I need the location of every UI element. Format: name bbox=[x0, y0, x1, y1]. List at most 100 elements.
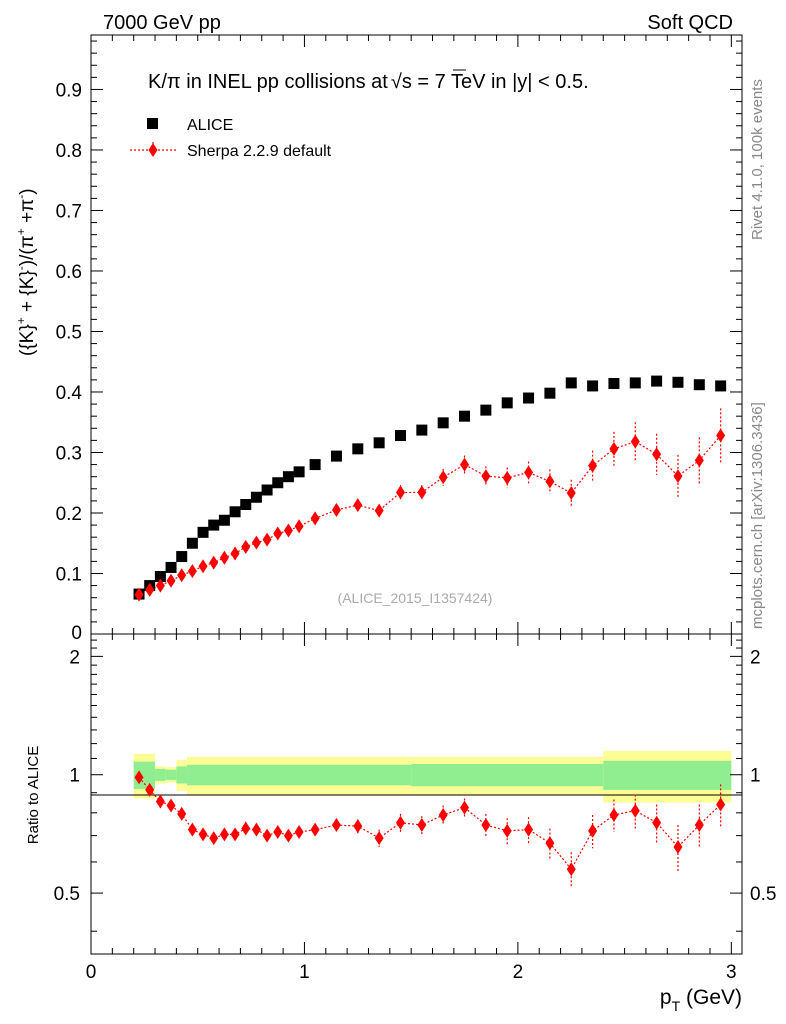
ratio-data-point bbox=[145, 782, 155, 797]
sherpa-data-point bbox=[609, 441, 619, 456]
alice-data-point bbox=[197, 526, 209, 538]
ratio-data-point bbox=[652, 815, 662, 830]
y-tick-label: 0.5 bbox=[56, 322, 82, 343]
sherpa-data-point bbox=[524, 465, 534, 480]
ratio-data-point bbox=[566, 862, 576, 877]
ratio-data-point bbox=[283, 828, 293, 843]
alice-data-point bbox=[165, 561, 177, 573]
alice-data-point bbox=[352, 443, 364, 455]
header-category-label: Soft QCD bbox=[647, 12, 733, 34]
alice-data-point bbox=[629, 377, 641, 389]
sherpa-data-point bbox=[241, 539, 251, 554]
ratio-data-point bbox=[417, 818, 427, 833]
alice-data-point bbox=[154, 571, 166, 583]
ratio-data-point bbox=[294, 825, 304, 840]
ratio-band-green bbox=[155, 768, 166, 781]
main-y-tick-labels: 0 0.1 0.2 0.3 0.4 0.5 0.6 0.7 0.8 0.9 bbox=[56, 80, 83, 644]
ratio-data-point bbox=[353, 819, 363, 834]
ratio-data-point bbox=[187, 822, 197, 837]
ratio-data-point bbox=[209, 831, 219, 846]
x-tick-label: 2 bbox=[513, 962, 524, 983]
ratio-data-point bbox=[177, 806, 187, 821]
ratio-uncertainty-bands bbox=[133, 750, 732, 803]
ratio-data-point bbox=[198, 827, 208, 842]
alice-data-point bbox=[272, 477, 284, 489]
sherpa-data-point bbox=[395, 485, 405, 500]
alice-data-point bbox=[459, 410, 471, 422]
sherpa-data-point bbox=[630, 434, 640, 449]
ratio-data-point bbox=[134, 770, 144, 785]
ratio-data-point bbox=[673, 839, 683, 854]
ratio-band-green bbox=[187, 764, 412, 786]
ratio-plot-frame bbox=[90, 633, 743, 955]
sherpa-data-point bbox=[198, 559, 208, 574]
sherpa-points-group bbox=[134, 408, 726, 602]
y-tick-label: 0.3 bbox=[56, 443, 82, 464]
ratio-band-green bbox=[411, 763, 604, 787]
alice-data-point bbox=[282, 471, 294, 483]
alice-data-point bbox=[330, 450, 342, 462]
sherpa-line-group bbox=[138, 435, 722, 871]
ratio-data-point bbox=[460, 800, 470, 815]
sherpa-data-point bbox=[219, 550, 229, 565]
alice-data-point bbox=[416, 424, 428, 436]
ratio-points-group bbox=[134, 770, 726, 889]
sherpa-data-point bbox=[177, 568, 187, 583]
x-axis-label: pT (GeV) bbox=[660, 986, 742, 1014]
ratio-data-point bbox=[609, 807, 619, 822]
ratio-tick-label-right: 0.5 bbox=[750, 884, 776, 905]
sherpa-data-point bbox=[460, 457, 470, 472]
ratio-data-point bbox=[273, 825, 283, 840]
ratio-data-point bbox=[219, 827, 229, 842]
chart-title: K/π in INEL pp collisions at √s = 7 TeV i… bbox=[148, 71, 589, 93]
sherpa-data-point bbox=[209, 555, 219, 570]
ratio-data-point bbox=[155, 794, 165, 809]
sherpa-data-point bbox=[145, 582, 155, 597]
ratio-tick-label-left: 0.5 bbox=[54, 884, 80, 905]
alice-data-point bbox=[250, 491, 262, 503]
y-tick-label: 0.4 bbox=[56, 383, 83, 404]
sherpa-data-point bbox=[230, 546, 240, 561]
legend-alice-label: ALICE bbox=[187, 117, 233, 134]
ratio-data-point bbox=[310, 822, 320, 837]
sherpa-data-point bbox=[694, 453, 704, 468]
ratio-data-point bbox=[694, 818, 704, 833]
sherpa-data-point bbox=[502, 470, 512, 485]
sherpa-data-point bbox=[283, 523, 293, 538]
alice-data-point bbox=[208, 519, 220, 531]
ratio-data-point bbox=[262, 828, 272, 843]
ratio-y-axis-label: Ratio to ALICE bbox=[25, 746, 42, 844]
sherpa-data-point bbox=[716, 428, 726, 443]
y-tick-label: 0.6 bbox=[56, 262, 82, 283]
legend-alice-marker bbox=[147, 118, 158, 129]
legend-sherpa-label: Sherpa 2.2.9 default bbox=[187, 143, 332, 160]
x-tick-label: 3 bbox=[726, 962, 737, 983]
alice-data-point bbox=[394, 430, 406, 442]
alice-data-point bbox=[240, 499, 252, 511]
sherpa-data-point bbox=[588, 458, 598, 473]
ratio-data-point bbox=[716, 797, 726, 812]
sherpa-data-point bbox=[251, 535, 261, 550]
axis-ticks bbox=[90, 35, 742, 954]
sherpa-data-point bbox=[673, 469, 683, 484]
ratio-tick-label-right: 1 bbox=[750, 766, 761, 787]
sherpa-data-point bbox=[187, 564, 197, 579]
ratio-tick-label-right: 2 bbox=[750, 647, 761, 668]
alice-data-point bbox=[608, 378, 620, 390]
sherpa-data-point bbox=[417, 485, 427, 500]
sherpa-data-point bbox=[652, 447, 662, 462]
alice-data-point bbox=[715, 380, 727, 392]
sherpa-data-point bbox=[155, 578, 165, 593]
alice-data-point bbox=[587, 380, 599, 392]
ratio-y-tick-labels: 0.5 0.5 1 1 2 2 bbox=[54, 647, 777, 905]
ratio-tick-label-left: 1 bbox=[69, 766, 80, 787]
ratio-band-green bbox=[603, 760, 732, 790]
alice-data-point bbox=[437, 417, 449, 429]
ratio-data-point bbox=[374, 831, 384, 846]
ratio-data-point bbox=[438, 807, 448, 822]
alice-data-point bbox=[544, 387, 556, 399]
alice-data-point bbox=[523, 392, 535, 404]
y-tick-label: 0.9 bbox=[56, 80, 82, 101]
alice-data-point bbox=[293, 466, 305, 478]
ratio-data-point bbox=[545, 836, 555, 851]
